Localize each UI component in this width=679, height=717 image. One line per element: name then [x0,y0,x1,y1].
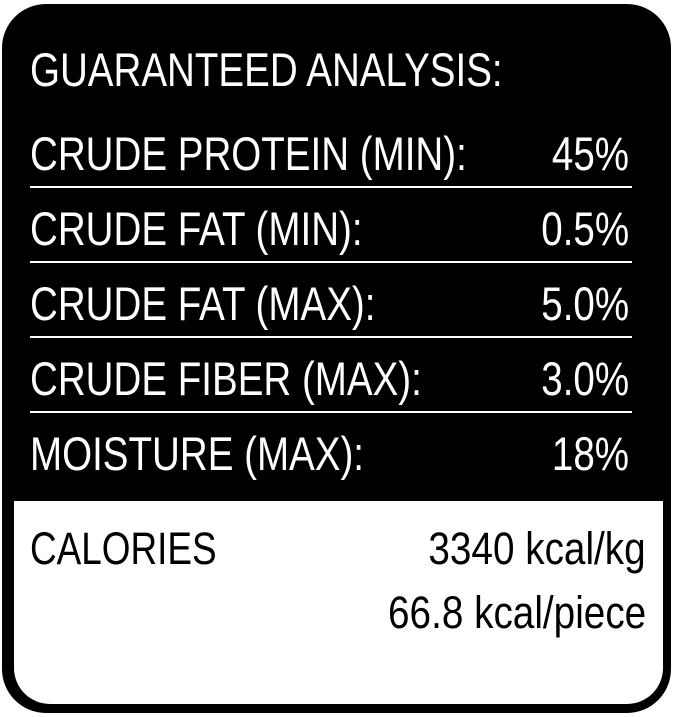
row-label: CRUDE FAT (MAX): [30,277,376,330]
row-label: MOISTURE (MAX): [30,427,365,480]
row-divider [30,411,632,413]
row-divider [30,186,632,188]
row-value: 18% [551,427,629,480]
row-value: 3.0% [541,352,629,405]
row-divider [30,336,632,338]
calories-label: CALORIES [30,523,217,574]
panel-title: GUARANTEED ANALYSIS: [30,43,503,96]
row-label: CRUDE FIBER (MAX): [30,352,422,405]
calories-section [14,501,663,704]
row-label: CRUDE FAT (MIN): [30,202,363,255]
guaranteed-analysis-panel [2,4,671,713]
row-label: CRUDE PROTEIN (MIN): [30,127,467,180]
row-divider [30,261,632,263]
row-value: 0.5% [541,202,629,255]
calories-per-piece: 66.8 kcal/piece [387,587,646,638]
row-value: 45% [551,127,629,180]
row-value: 5.0% [541,277,629,330]
calories-per-kg: 3340 kcal/kg [428,523,646,574]
